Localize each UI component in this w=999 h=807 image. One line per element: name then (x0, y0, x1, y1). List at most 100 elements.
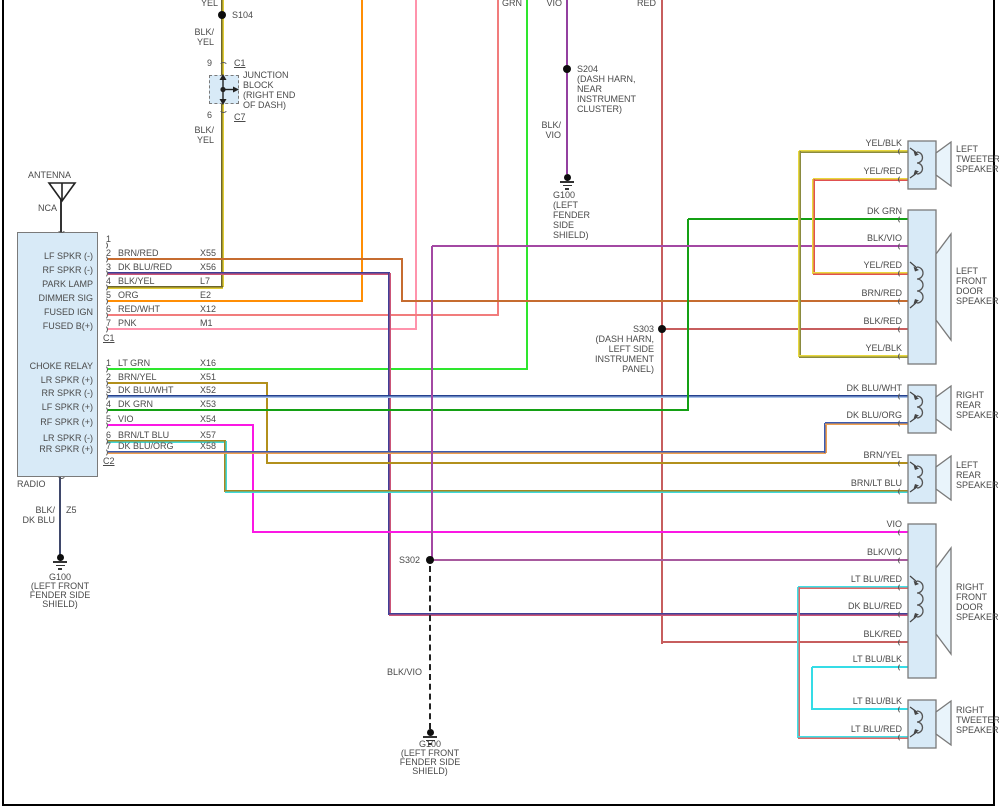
antenna-icon (47, 182, 77, 203)
label: BRN/LT BLU (850, 478, 902, 488)
label: E2 (200, 290, 212, 300)
label: DK GRN (118, 399, 154, 409)
ground-g100-left-bar (58, 568, 62, 570)
label: BLK/VIO (386, 667, 422, 677)
wire-blk-vio-door-speaker-grounds (431, 246, 433, 561)
wire-yel-blk-left-tweeter (799, 149, 908, 153)
label: 2 (106, 248, 112, 258)
connector-pin-arc (897, 704, 907, 714)
connector-pin-arc (99, 436, 108, 446)
connector-pin-arc (218, 61, 228, 71)
wire-dk-blu-org-rr-spkr-pos (823, 423, 827, 453)
wire-blk-vio-s302-run (430, 559, 908, 561)
label: DK BLU/RED (847, 601, 902, 611)
connector-pin-arc (897, 146, 907, 156)
wire-brn-yel-lr-spkr-pos (108, 382, 268, 384)
connector-pin-arc (99, 324, 108, 334)
connector-pin-arc (897, 637, 907, 647)
label: C1 (103, 333, 115, 343)
connector-pin-arc (218, 104, 228, 113)
connector-pin-arc (897, 582, 907, 592)
left-front-door-speaker-icon (907, 209, 952, 365)
label: DOOR (956, 286, 983, 296)
label: (DASH HARN, (595, 334, 654, 344)
label: CHOKE RELAY (29, 361, 93, 371)
label: YEL/RED (863, 260, 902, 270)
wire-dk-grn-lf-spkr-pos (687, 219, 689, 411)
label: S204 (577, 64, 599, 74)
connector-pin-arc (99, 420, 108, 430)
label: VIO (118, 414, 134, 424)
label: SPEAKER (956, 296, 999, 306)
label: 5 (106, 290, 112, 300)
wire-org-dimmer-sig (361, 0, 363, 302)
wire-dk-blu-org-rr-spkr-pos (825, 421, 908, 425)
connector-pin-arc (99, 296, 108, 306)
label: BLK/ (35, 505, 55, 515)
label: YEL/BLK (865, 138, 902, 148)
wire-yel-blk-left-tweeter (799, 354, 908, 358)
label: FUSED B(+) (42, 321, 93, 331)
wire-yel-red-left-tweeter (811, 179, 815, 274)
label: LT BLU/BLK (852, 654, 902, 664)
label: LT BLU/BLK (852, 696, 902, 706)
label: LEFT (956, 144, 979, 154)
label: NCA (38, 203, 58, 213)
wire-brn-lt-blu-lr-spkr-neg (108, 439, 226, 443)
connector-pin-arc (99, 405, 108, 415)
label: SPEAKER (956, 480, 999, 490)
ground-g100-mid (563, 173, 571, 181)
wire-brn-red-lf-spkr-neg (108, 258, 403, 260)
ground-g100-bottom-bar (428, 743, 432, 745)
label: YEL (196, 37, 214, 47)
label: BLK/VIO (866, 233, 902, 243)
label: REAR (956, 400, 982, 410)
wire-lt-blu-blk-right-tweeter (812, 666, 908, 668)
label: (RIGHT END (243, 90, 296, 100)
wire-dk-grn-lf-spkr-pos (108, 409, 689, 411)
label: X51 (200, 372, 217, 382)
label: (LEFT FRONT (30, 581, 90, 591)
connector-pin-arc (897, 174, 907, 184)
label: L7 (200, 276, 211, 286)
label: SPEAKER (956, 164, 999, 174)
wire-yel-red-left-tweeter (813, 271, 908, 275)
label: X12 (200, 304, 217, 314)
label: X53 (200, 399, 217, 409)
wire-vio-rf-spkr-pos (108, 424, 254, 426)
label: DK BLU (22, 515, 55, 525)
junction-block-arrows-icon (219, 74, 239, 105)
wire-brn-yel-lr-spkr-pos (267, 462, 908, 464)
wire-lt-blu-blk-right-tweeter (811, 667, 813, 710)
label: YEL/RED (863, 166, 902, 176)
label: LR SPKR (-) (42, 433, 93, 443)
label: X54 (200, 414, 217, 424)
label: FRONT (956, 276, 987, 286)
label: PNK (118, 318, 137, 328)
label: C2 (103, 456, 115, 466)
label: SIDE (553, 220, 575, 230)
label: DK BLU/WHT (118, 385, 174, 395)
label: LF SPKR (-) (43, 251, 93, 261)
wire-lt-blu-red-right-tweeter (798, 735, 908, 739)
label: REAR (956, 470, 982, 480)
label: BRN/RED (118, 248, 159, 258)
wire-dk-blu-red-rf-spkr-neg (387, 273, 391, 615)
ground-g100-bottom (426, 728, 434, 736)
wire-red-wht-fused-ign (497, 0, 499, 316)
label: RIGHT (956, 582, 984, 592)
label: 1 (106, 234, 112, 244)
wire-dk-blu-org-rr-spkr-pos (108, 450, 826, 454)
wire-blk-red-s303 (662, 641, 908, 643)
label: 4 (106, 399, 112, 409)
label: ANTENNA (28, 170, 72, 180)
connector-pin-arc (99, 364, 108, 374)
label: X56 (200, 262, 217, 272)
label: PANEL) (622, 364, 654, 374)
wire-brn-red-lf-spkr-neg (402, 300, 908, 302)
label: RED (636, 0, 656, 8)
wire-dk-blu-red-rf-spkr-neg (108, 271, 390, 275)
ground-g100-left-bar (53, 561, 67, 563)
label: CLUSTER) (577, 104, 623, 114)
label: DK BLU/RED (118, 262, 173, 272)
